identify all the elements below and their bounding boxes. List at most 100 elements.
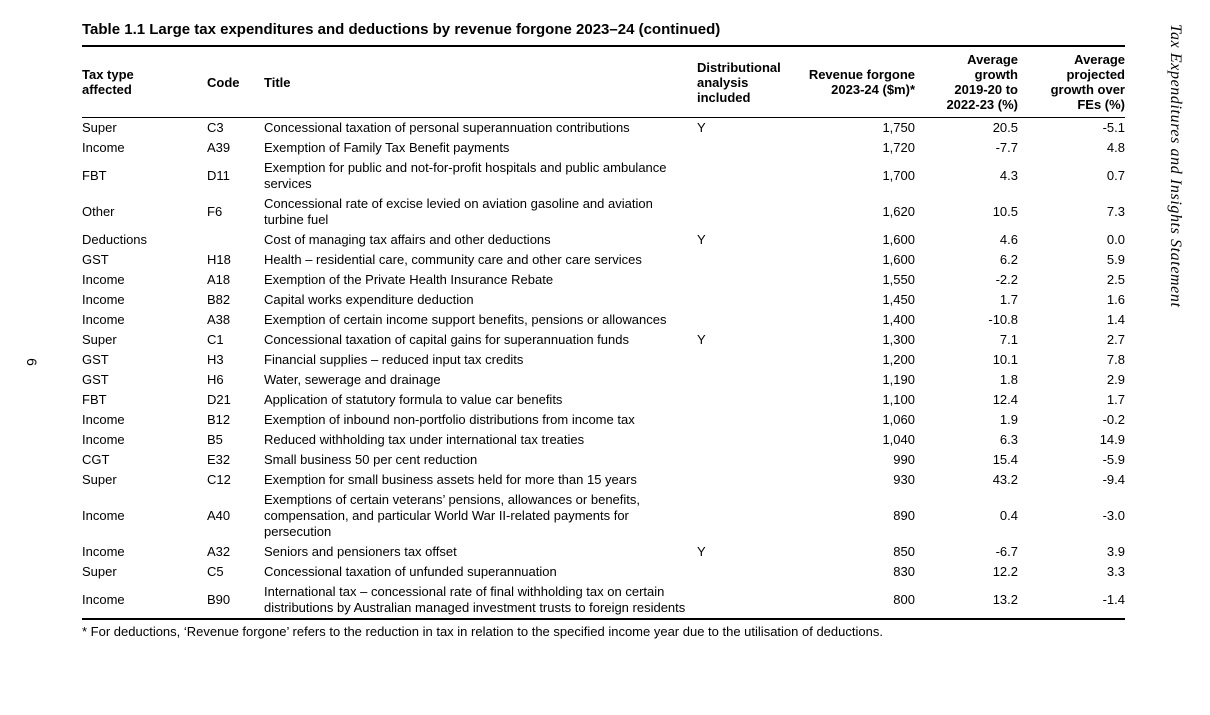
cell-code: C5 [207, 564, 224, 579]
cell-average-growth: 12.2 [992, 564, 1018, 579]
cell-projected-growth: -5.9 [1102, 452, 1125, 467]
cell-tax-type: CGT [82, 452, 110, 467]
cell-distributional [697, 470, 790, 490]
cell-projected-growth: -3.0 [1102, 508, 1125, 523]
table-row: Income A38 Exemption of certain income sup… [82, 310, 1125, 330]
cell-title: Health – residential care, community car… [264, 252, 642, 267]
cell-tax-type: GST [82, 372, 109, 387]
cell-distributional: Y [697, 232, 706, 247]
cell-revenue-forgone: 1,550 [882, 272, 915, 287]
cell-title: Exemption of Family Tax Benefit payments [264, 140, 510, 155]
cell-code: B90 [207, 592, 231, 607]
cell-average-growth: -10.8 [988, 312, 1018, 327]
cell-projected-growth: 14.9 [1099, 432, 1125, 447]
cell-distributional: Y [697, 544, 706, 559]
cell-distributional [697, 582, 790, 619]
cell-code: B82 [207, 292, 231, 307]
table-row: Income B5 Reduced withholding tax under in… [82, 430, 1125, 450]
cell-code: E32 [207, 452, 231, 467]
cell-title: Small business 50 per cent reduction [264, 452, 478, 467]
cell-projected-growth: 1.6 [1106, 292, 1125, 307]
col-header-code: Code [207, 47, 264, 118]
table-row: Super C12 Exemption for small business ass… [82, 470, 1125, 490]
table-row: GST H18 Health – residential care, communi… [82, 250, 1125, 270]
cell-projected-growth: 7.8 [1106, 352, 1125, 367]
cell-tax-type: Super [82, 564, 117, 579]
cell-tax-type: Super [82, 332, 117, 347]
cell-average-growth: 0.4 [999, 508, 1018, 523]
cell-distributional [697, 194, 790, 230]
col-header-distributional: Distributional analysis included [697, 47, 790, 118]
cell-revenue-forgone: 1,100 [882, 392, 915, 407]
col-header-average-growth: Average growth 2019-20 to 2022-23 (%) [915, 47, 1018, 118]
cell-projected-growth: 1.4 [1106, 312, 1125, 327]
table-row: GST H3 Financial supplies – reduced input … [82, 350, 1125, 370]
cell-tax-type: GST [82, 252, 109, 267]
cell-code: H18 [207, 252, 231, 267]
cell-revenue-forgone: 1,190 [882, 372, 915, 387]
cell-title: Concessional rate of excise levied on av… [264, 196, 653, 227]
cell-tax-type: Income [82, 412, 125, 427]
col-header-tax-type: Tax type affected [82, 47, 207, 118]
cell-code: A32 [207, 544, 231, 559]
cell-projected-growth: -5.1 [1102, 120, 1125, 135]
table-row: Income B90 International tax – concessiona… [82, 582, 1125, 619]
cell-code: C12 [207, 472, 231, 487]
cell-code: D21 [207, 392, 231, 407]
cell-average-growth: 12.4 [992, 392, 1018, 407]
cell-code: A39 [207, 140, 231, 155]
header-row: Tax type affected Code Title Distributio… [82, 47, 1125, 118]
tax-expenditures-table: Tax type affected Code Title Distributio… [82, 47, 1125, 620]
cell-revenue-forgone: 1,060 [882, 412, 915, 427]
cell-revenue-forgone: 850 [893, 544, 915, 559]
col-header-revenue-forgone: Revenue forgone 2023-24 ($m)* [790, 47, 915, 118]
table-row: FBT D11 Exemption for public and not-for-p… [82, 158, 1125, 194]
cell-code: C3 [207, 120, 224, 135]
cell-distributional [697, 290, 790, 310]
table-row: Income B82 Capital works expenditure deduc… [82, 290, 1125, 310]
cell-title: Exemption for public and not-for-profit … [264, 160, 667, 191]
table-title: Table 1.1 Large tax expenditures and ded… [82, 20, 1125, 47]
cell-tax-type: GST [82, 352, 109, 367]
cell-revenue-forgone: 1,040 [882, 432, 915, 447]
cell-average-growth: 20.5 [992, 120, 1018, 135]
cell-revenue-forgone: 1,200 [882, 352, 915, 367]
cell-projected-growth: -9.4 [1102, 472, 1125, 487]
cell-title: Financial supplies – reduced input tax c… [264, 352, 524, 367]
cell-average-growth: -7.7 [995, 140, 1018, 155]
cell-title: Water, sewerage and drainage [264, 372, 441, 387]
sidebar-document-title: Tax Expenditures and Insights Statement [1167, 24, 1184, 308]
cell-projected-growth: 0.7 [1106, 168, 1125, 183]
cell-title: Exemptions of certain veterans’ pensions… [264, 492, 640, 539]
cell-title: Capital works expenditure deduction [264, 292, 474, 307]
cell-tax-type: Income [82, 292, 125, 307]
cell-projected-growth: 1.7 [1106, 392, 1125, 407]
cell-distributional [697, 562, 790, 582]
table-row: Income A18 Exemption of the Private Health… [82, 270, 1125, 290]
table-row: CGT E32 Small business 50 per cent reducti… [82, 450, 1125, 470]
cell-title: Exemption of the Private Health Insuranc… [264, 272, 554, 287]
cell-tax-type: Income [82, 432, 125, 447]
cell-code: B12 [207, 412, 231, 427]
table-row: FBT D21 Application of statutory formula t… [82, 390, 1125, 410]
cell-tax-type: Other [82, 204, 115, 219]
cell-average-growth: 4.3 [999, 168, 1018, 183]
cell-distributional [697, 370, 790, 390]
cell-distributional [697, 270, 790, 290]
cell-projected-growth: 0.0 [1106, 232, 1125, 247]
cell-title: Concessional taxation of unfunded supera… [264, 564, 557, 579]
table-row: Income B12 Exemption of inbound non-portfo… [82, 410, 1125, 430]
cell-tax-type: Income [82, 508, 125, 523]
cell-revenue-forgone: 1,750 [882, 120, 915, 135]
cell-code: F6 [207, 204, 223, 219]
cell-revenue-forgone: 1,720 [882, 140, 915, 155]
cell-tax-type: Super [82, 472, 117, 487]
cell-distributional [697, 350, 790, 370]
cell-code [207, 230, 264, 250]
cell-title: Exemption of inbound non-portfolio distr… [264, 412, 635, 427]
table-row: Deductions Cost of managing tax affairs a… [82, 230, 1125, 250]
cell-revenue-forgone: 990 [893, 452, 915, 467]
cell-distributional [697, 430, 790, 450]
table-row: Income A32 Seniors and pensioners tax offs… [82, 542, 1125, 562]
